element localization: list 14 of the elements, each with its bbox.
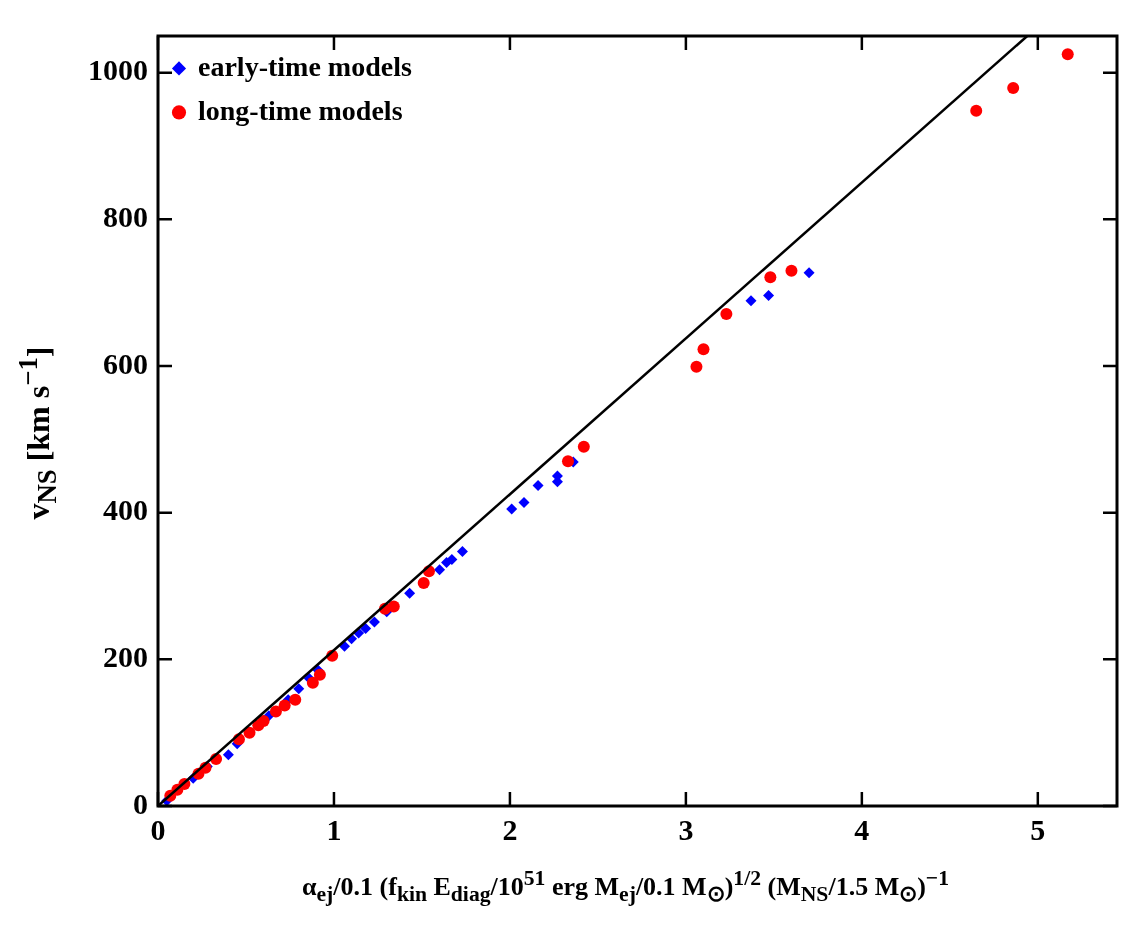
legend-label: early-time models [198,50,412,82]
x-tick-label: 5 [1030,812,1046,846]
y-tick-label: 200 [103,640,148,674]
y-tick-label: 400 [103,493,148,527]
text: α$_{ej}$/0.1 (f$_{kin}$ E$_{diag}$/10$^{51}$ erg M$_{ej}$/0.1 M$_{⊙}$)$^{1/2}$ (M$_{NS}$/1.5 M$_{⊙}$)$^{−1}$ [301,866,950,906]
x-tick-label: 3 [678,812,694,846]
x-tick-label: 4 [854,812,870,846]
y-tick-label: 0 [133,786,148,820]
legend-label: long-time models [198,94,403,126]
x-tick-label: 1 [326,812,342,846]
y-tick-label: 600 [103,346,148,380]
x-tick-label: 2 [502,812,518,846]
y-tick-label: 1000 [88,53,148,87]
y-tick-label: 800 [103,200,148,234]
